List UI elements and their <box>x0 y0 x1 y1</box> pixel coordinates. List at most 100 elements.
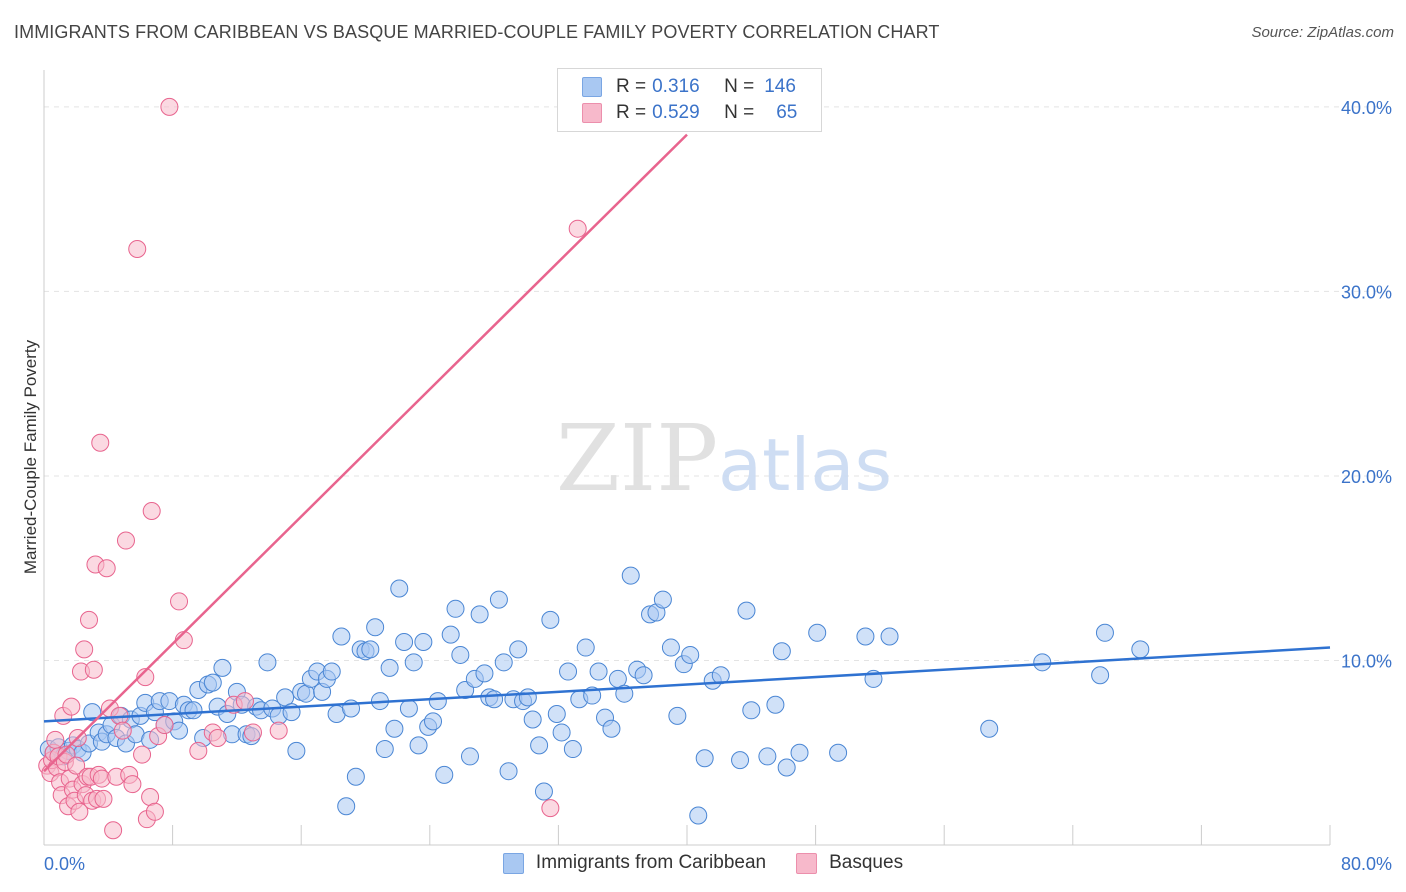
data-point <box>435 765 454 784</box>
data-point <box>203 673 222 692</box>
legend-item-basques[interactable]: Basques <box>796 852 903 874</box>
data-point <box>332 627 351 646</box>
x-tick-label-max: 80.0% <box>1341 854 1392 874</box>
data-point <box>494 653 513 672</box>
data-point <box>668 706 687 725</box>
data-point <box>208 728 227 747</box>
legend-n-value: 146 <box>764 76 796 97</box>
legend-r-value: 0.316 <box>652 76 700 97</box>
gridlines <box>44 106 1392 661</box>
data-point <box>829 743 848 762</box>
data-point <box>97 559 116 578</box>
data-point <box>46 730 65 749</box>
legend-r-label: R = <box>616 102 647 123</box>
data-point <box>424 712 443 731</box>
data-point <box>116 531 135 550</box>
data-point <box>83 703 102 722</box>
data-point <box>133 745 152 764</box>
source-credit: Source: ZipAtlas.com <box>1251 24 1394 41</box>
y-tick-label: 10.0% <box>1341 651 1392 671</box>
y-tick-label: 30.0% <box>1341 282 1392 302</box>
stats-legend: R = 0.316 N = 146 R = 0.529 N = 65 <box>557 68 822 132</box>
legend-row-basques: R = 0.529 N = 65 <box>582 101 797 125</box>
data-point <box>689 806 708 825</box>
data-point <box>1095 623 1114 642</box>
watermark-atlas: atlas <box>718 423 892 507</box>
series-basques-points <box>38 97 587 840</box>
data-point <box>113 721 132 740</box>
data-point <box>534 782 553 801</box>
data-point <box>489 590 508 609</box>
legend-n-label: N = <box>724 76 755 97</box>
data-point <box>366 618 385 637</box>
data-point <box>269 721 288 740</box>
data-point <box>980 719 999 738</box>
data-point <box>94 789 113 808</box>
data-point <box>189 741 208 760</box>
series-legend: Immigrants from Caribbean Basques <box>0 852 1406 874</box>
tick-labels: 10.0% 20.0% 30.0% 40.0% 0.0% 80.0% <box>44 98 1392 874</box>
data-point <box>375 740 394 759</box>
legend-r-label: R = <box>616 76 647 97</box>
data-point <box>475 664 494 683</box>
data-point <box>589 662 608 681</box>
data-point <box>541 610 560 629</box>
data-point <box>123 775 142 794</box>
data-point <box>380 658 399 677</box>
data-point <box>160 97 179 116</box>
data-point <box>441 625 460 644</box>
data-point <box>1091 666 1110 685</box>
data-point <box>361 640 380 659</box>
legend-label-caribbean: Immigrants from Caribbean <box>535 852 767 873</box>
data-point <box>621 566 640 585</box>
legend-swatch-caribbean <box>502 852 524 874</box>
data-point <box>602 719 621 738</box>
data-point <box>136 668 155 687</box>
data-point <box>485 690 504 709</box>
trend-line-caribbean <box>43 646 1331 723</box>
data-point <box>404 653 423 672</box>
data-point <box>634 666 653 685</box>
legend-swatch-pink <box>582 103 602 123</box>
data-point <box>772 642 791 661</box>
watermark-zip: ZIP <box>556 405 718 512</box>
data-point <box>460 747 479 766</box>
data-point <box>559 662 578 681</box>
data-point <box>681 645 700 664</box>
axes <box>43 70 1331 846</box>
data-point <box>790 743 809 762</box>
data-point <box>742 701 761 720</box>
data-point <box>145 802 164 821</box>
data-point <box>62 697 81 716</box>
trend-lines <box>43 133 1331 773</box>
data-point <box>451 645 470 664</box>
data-point <box>428 692 447 711</box>
data-point <box>1131 640 1150 659</box>
legend-item-caribbean[interactable]: Immigrants from Caribbean <box>502 852 767 874</box>
data-point <box>258 653 277 672</box>
data-point <box>91 433 110 452</box>
data-point <box>661 638 680 657</box>
data-point <box>395 633 414 652</box>
data-point <box>399 699 418 718</box>
data-point <box>390 579 409 598</box>
x-tick-label-min: 0.0% <box>44 854 85 874</box>
data-point <box>808 623 827 642</box>
data-point <box>1033 653 1052 672</box>
y-tick-label: 40.0% <box>1341 98 1392 118</box>
data-point <box>563 740 582 759</box>
series-caribbean-points <box>39 566 1150 825</box>
legend-r-value: 0.529 <box>652 102 700 123</box>
data-point <box>518 688 537 707</box>
data-point <box>235 692 254 711</box>
data-point <box>880 627 899 646</box>
y-axis-label: Married-Couple Family Poverty <box>21 339 40 574</box>
data-point <box>385 719 404 738</box>
data-point <box>737 601 756 620</box>
data-point <box>758 747 777 766</box>
data-point <box>84 660 103 679</box>
data-point <box>75 640 94 659</box>
data-point <box>547 704 566 723</box>
data-point <box>777 758 796 777</box>
